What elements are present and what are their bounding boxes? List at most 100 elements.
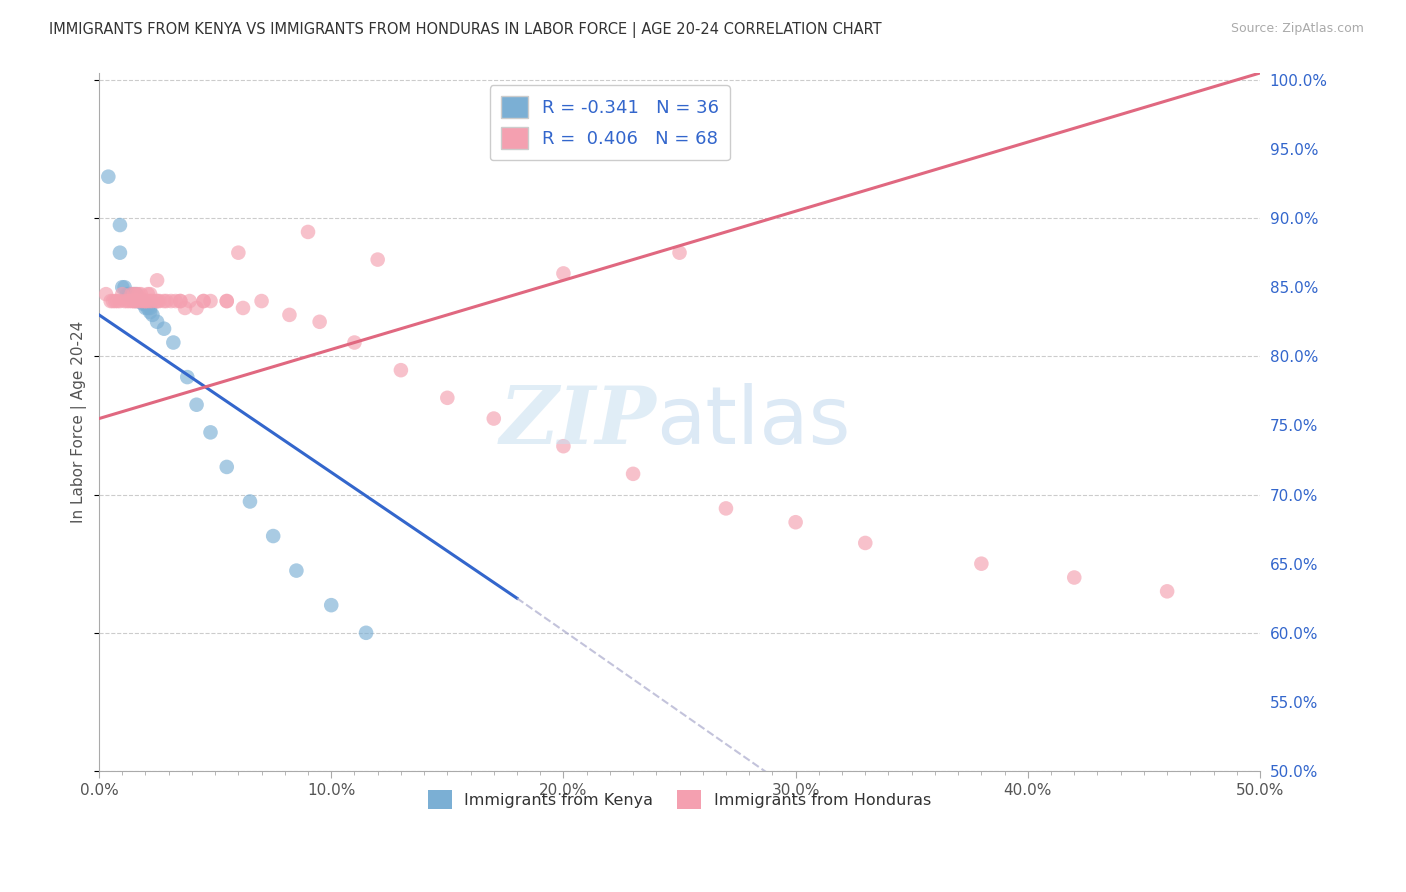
Point xyxy=(148,294,170,309)
Point xyxy=(436,391,458,405)
Point xyxy=(134,294,156,309)
Point xyxy=(367,252,389,267)
Point xyxy=(134,297,156,311)
Point xyxy=(668,245,690,260)
Point xyxy=(232,301,254,315)
Point xyxy=(108,245,131,260)
Point xyxy=(460,826,482,840)
Text: Source: ZipAtlas.com: Source: ZipAtlas.com xyxy=(1230,22,1364,36)
Point xyxy=(128,294,150,309)
Point xyxy=(155,294,177,309)
Point xyxy=(134,301,156,315)
Point xyxy=(153,322,176,336)
Point xyxy=(141,308,163,322)
Point xyxy=(714,501,737,516)
Point xyxy=(129,294,152,309)
Y-axis label: In Labor Force | Age 20-24: In Labor Force | Age 20-24 xyxy=(72,321,87,523)
Point xyxy=(153,294,176,309)
Point xyxy=(215,294,238,309)
Point xyxy=(115,287,138,301)
Text: IMMIGRANTS FROM KENYA VS IMMIGRANTS FROM HONDURAS IN LABOR FORCE | AGE 20-24 COR: IMMIGRANTS FROM KENYA VS IMMIGRANTS FROM… xyxy=(49,22,882,38)
Point xyxy=(111,280,134,294)
Point xyxy=(239,494,262,508)
Point xyxy=(146,273,169,287)
Point xyxy=(107,294,129,309)
Point xyxy=(122,294,145,309)
Point xyxy=(553,267,575,281)
Point xyxy=(108,294,131,309)
Point xyxy=(621,467,644,481)
Point xyxy=(115,294,138,309)
Point xyxy=(169,294,191,309)
Point xyxy=(186,398,208,412)
Point xyxy=(176,370,198,384)
Point xyxy=(186,301,208,315)
Point xyxy=(136,294,159,309)
Point xyxy=(193,294,215,309)
Point xyxy=(389,363,412,377)
Point xyxy=(160,294,183,309)
Point xyxy=(354,625,377,640)
Point xyxy=(179,294,201,309)
Point xyxy=(146,294,169,309)
Point xyxy=(200,294,222,309)
Point xyxy=(250,294,273,309)
Point xyxy=(165,294,187,309)
Point xyxy=(200,425,222,440)
Point xyxy=(278,308,301,322)
Point xyxy=(104,294,127,309)
Point xyxy=(146,315,169,329)
Point xyxy=(129,287,152,301)
Point xyxy=(125,294,148,309)
Point xyxy=(162,335,184,350)
Point xyxy=(122,294,145,309)
Point xyxy=(193,294,215,309)
Point xyxy=(114,280,136,294)
Point xyxy=(553,439,575,453)
Point xyxy=(118,294,141,309)
Point xyxy=(285,564,308,578)
Point xyxy=(128,294,150,309)
Point xyxy=(101,294,124,309)
Point xyxy=(129,294,152,309)
Point xyxy=(146,294,169,309)
Point xyxy=(122,287,145,301)
Point xyxy=(136,287,159,301)
Point xyxy=(125,287,148,301)
Point xyxy=(100,294,122,309)
Text: ZIP: ZIP xyxy=(499,384,657,461)
Point xyxy=(94,287,117,301)
Point xyxy=(132,297,155,311)
Point xyxy=(139,287,162,301)
Point xyxy=(785,515,807,529)
Point xyxy=(129,294,152,309)
Point xyxy=(125,294,148,309)
Point xyxy=(122,287,145,301)
Text: atlas: atlas xyxy=(657,383,851,461)
Point xyxy=(121,287,143,301)
Point xyxy=(128,294,150,309)
Point xyxy=(97,169,120,184)
Point xyxy=(125,287,148,301)
Point xyxy=(1063,570,1085,584)
Point xyxy=(139,305,162,319)
Point xyxy=(262,529,284,543)
Legend: Immigrants from Kenya, Immigrants from Honduras: Immigrants from Kenya, Immigrants from H… xyxy=(422,783,938,815)
Point xyxy=(853,536,876,550)
Point xyxy=(169,294,191,309)
Point xyxy=(228,245,250,260)
Point xyxy=(121,287,143,301)
Point xyxy=(141,294,163,309)
Point xyxy=(321,598,343,612)
Point xyxy=(121,294,143,309)
Point xyxy=(128,287,150,301)
Point xyxy=(108,218,131,232)
Point xyxy=(970,557,993,571)
Point xyxy=(134,294,156,309)
Point xyxy=(174,301,197,315)
Point xyxy=(118,287,141,301)
Point xyxy=(132,294,155,309)
Point xyxy=(297,225,319,239)
Point xyxy=(215,459,238,474)
Point xyxy=(132,294,155,309)
